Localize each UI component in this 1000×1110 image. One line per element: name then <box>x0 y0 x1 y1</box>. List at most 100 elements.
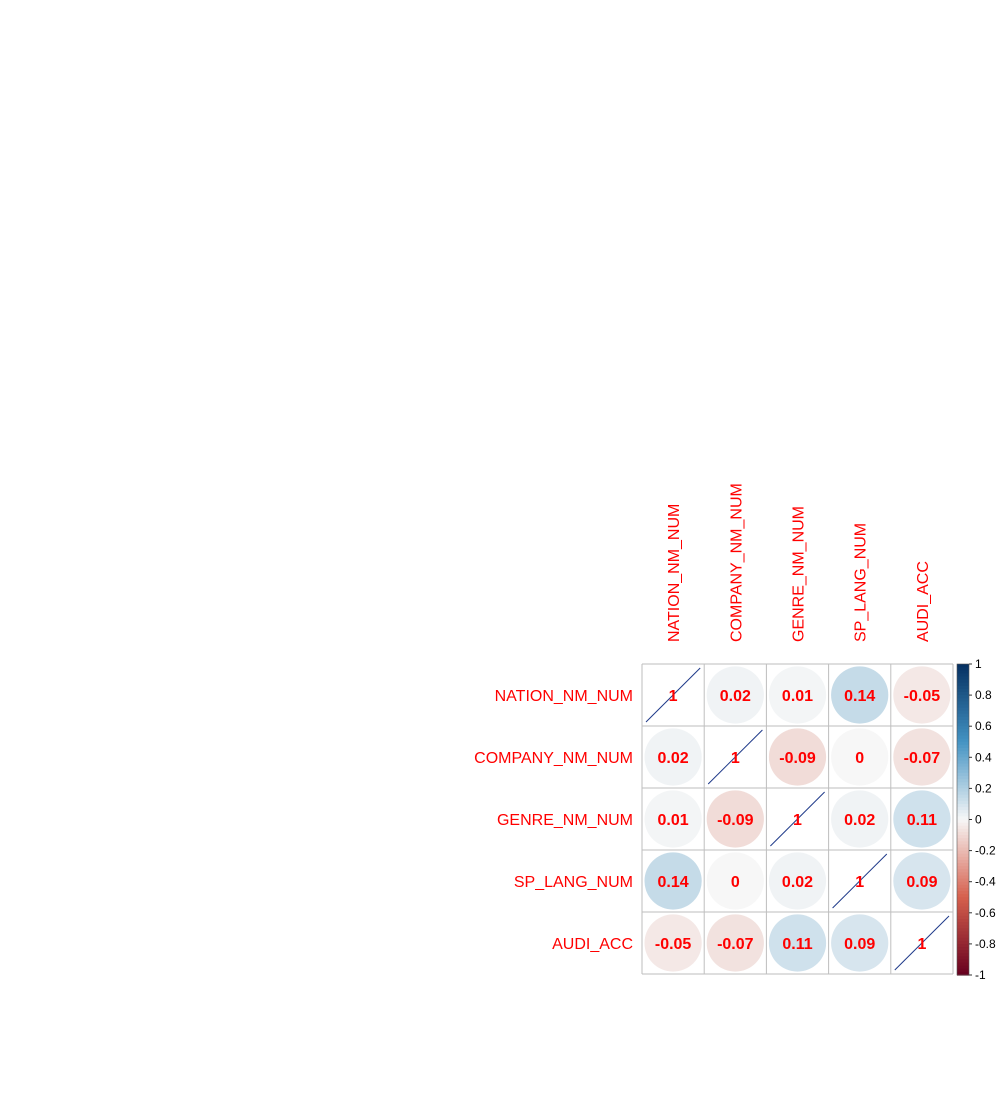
cell-value-label: 0.01 <box>658 812 689 829</box>
colorbar-segment <box>957 670 969 674</box>
correlation-circle <box>831 914 889 972</box>
colorbar-segment <box>957 819 969 824</box>
colorbar-segment <box>957 772 969 777</box>
colorbar-tick-label: 0.2 <box>975 781 992 795</box>
colorbar-segment <box>957 912 969 917</box>
colorbar-segment <box>957 679 969 684</box>
colorbar-segment <box>957 915 969 920</box>
correlation-circle <box>893 666 951 724</box>
column-label: AUDI_ACC <box>915 561 932 642</box>
cell-value-label: 0.02 <box>782 874 813 891</box>
colorbar-segment <box>957 800 969 805</box>
colorbar-segment <box>957 968 969 973</box>
colorbar-segment <box>957 863 969 867</box>
colorbar-segment <box>957 869 969 873</box>
colorbar-segment <box>957 925 969 929</box>
column-label: NATION_NM_NUM <box>666 504 683 642</box>
column-label: SP_LANG_NUM <box>853 523 870 642</box>
colorbar-segment <box>957 732 969 737</box>
diagonal-line <box>645 667 701 723</box>
colorbar-segment <box>957 962 969 967</box>
colorbar-segment <box>957 803 969 808</box>
colorbar-segment <box>957 797 969 802</box>
colorbar-segment <box>957 816 969 821</box>
colorbar-segment <box>957 953 969 957</box>
colorbar-segment <box>957 831 969 836</box>
row-label: NATION_NM_NUM <box>495 688 633 705</box>
cell-value-label: 0.14 <box>658 874 689 891</box>
cell-value-label: 0.02 <box>844 812 875 829</box>
colorbar-segment <box>957 903 969 908</box>
colorbar-segment <box>957 894 969 898</box>
colorbar-tick-label: 0.8 <box>975 688 992 702</box>
cell-value-label: 0.02 <box>658 750 689 767</box>
row-label: SP_LANG_NUM <box>514 874 633 891</box>
grid-layer <box>641 663 954 975</box>
colorbar-tick-label: 0 <box>975 813 982 827</box>
correlation-circle <box>893 728 951 786</box>
colorbar-segment <box>957 881 969 886</box>
colorbar-segment <box>957 965 969 970</box>
colorbar-segment <box>957 682 969 687</box>
correlation-circle <box>706 852 764 910</box>
colorbar-segment <box>957 791 969 796</box>
colorbar-segment <box>957 887 969 892</box>
cell-value-label: -0.05 <box>904 688 941 705</box>
colorbar-segment <box>957 701 969 706</box>
diagonal-line <box>707 729 763 785</box>
colorbar-segment <box>957 788 969 793</box>
colorbar-segment <box>957 922 969 926</box>
correlation-circle <box>706 666 764 724</box>
correlation-circle <box>644 728 702 786</box>
colorbar-tick-label: -0.6 <box>975 906 996 920</box>
colorbar-segment <box>957 810 969 814</box>
colorbar-segment <box>957 741 969 746</box>
colorbar-segment <box>957 766 969 771</box>
colorbar-segment <box>957 850 969 855</box>
colorbar-tick-label: 0.4 <box>975 750 992 764</box>
colorbar-segment <box>957 685 969 690</box>
cells-layer: 1 0.02 0.01 0.14 -0.05 0.02 1 -0.09 0 -0.07 0.01 -0… <box>644 666 951 972</box>
cell-value-label: 0.01 <box>782 688 813 705</box>
colorbar-tick-label: 1 <box>975 657 982 671</box>
correlation-circle <box>768 914 827 972</box>
colorbar-segment <box>957 943 969 948</box>
colorbar-segment <box>957 828 969 833</box>
cell-value-label: 0 <box>731 874 740 891</box>
colorbar-segment <box>957 754 969 758</box>
colorbar-segment <box>957 847 969 852</box>
colorbar-segment <box>957 940 969 945</box>
colorbar-segment <box>957 688 969 693</box>
colorbar-segment <box>957 713 969 718</box>
colorbar-tick-label: -1 <box>975 968 986 982</box>
colorbar-segment <box>957 853 969 858</box>
colorbar-segment <box>957 971 969 976</box>
colorbar-tick-label: -0.2 <box>975 844 996 858</box>
correlation-circle <box>831 790 889 848</box>
colorbar-segment <box>957 710 969 715</box>
cell-value-label: 1 <box>917 936 926 953</box>
colorbar-segment <box>957 866 969 870</box>
colorbar-segment <box>957 738 969 743</box>
colorbar-segment <box>957 763 969 768</box>
colorbar-segment <box>957 735 969 740</box>
cell-value-label: -0.09 <box>779 750 816 767</box>
row-label: COMPANY_NM_NUM <box>474 750 633 767</box>
cell-value-label: 0.11 <box>782 936 812 953</box>
diagonal-line <box>832 853 888 909</box>
colorbar-segment <box>957 757 969 762</box>
colorbar-segment <box>957 807 969 811</box>
colorbar-segment <box>957 695 969 699</box>
colorbar-segment <box>957 760 969 765</box>
diagonal-line <box>770 791 825 847</box>
colorbar-segment <box>957 838 969 842</box>
colorbar-segment <box>957 947 969 951</box>
column-label: GENRE_NM_NUM <box>791 506 808 642</box>
colorbar-segment <box>957 707 969 712</box>
correlation-circle <box>768 728 827 786</box>
colorbar-segment <box>957 664 969 668</box>
colorbar-tick-label: -0.4 <box>975 875 996 889</box>
colorbar-segment <box>957 891 969 895</box>
colorbar-segment <box>957 744 969 749</box>
